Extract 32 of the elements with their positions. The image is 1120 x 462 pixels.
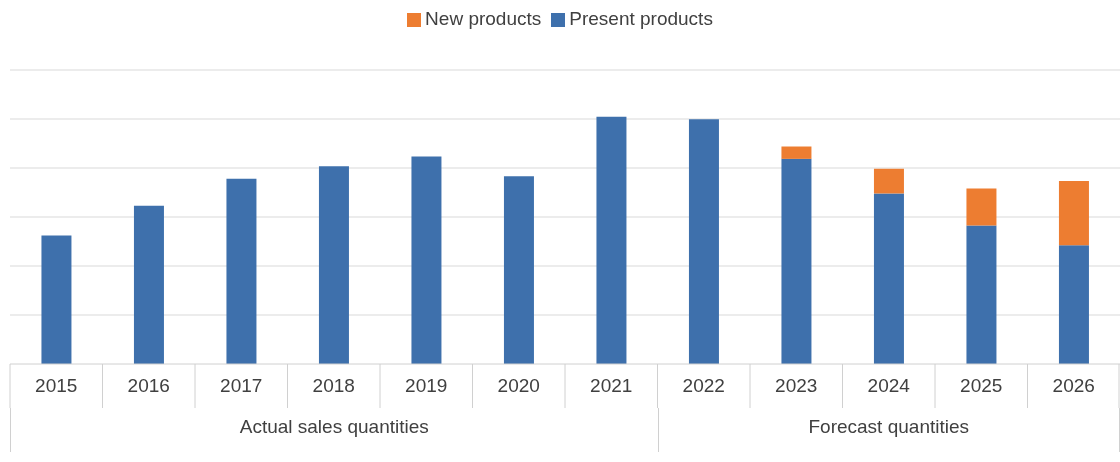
bar — [873, 168, 904, 194]
x-tick-label: 2019 — [405, 375, 448, 396]
bar — [966, 188, 997, 226]
x-tick-label: 2026 — [1052, 375, 1095, 396]
bar — [41, 235, 72, 364]
bar — [781, 158, 812, 364]
bar — [781, 146, 812, 159]
legend-label: New products — [425, 8, 542, 29]
legend-label: Present products — [569, 8, 713, 29]
x-tick-label: 2022 — [682, 375, 725, 396]
x-tick-label: 2023 — [775, 375, 818, 396]
x-tick-label: 2017 — [220, 375, 263, 396]
x-tick-label: 2020 — [497, 375, 540, 396]
x-tick-label: 2021 — [590, 375, 633, 396]
x-tick-label: 2018 — [312, 375, 355, 396]
bar — [596, 116, 627, 364]
bar — [318, 166, 349, 364]
x-tick-label: 2024 — [867, 375, 911, 396]
bar — [1058, 181, 1089, 246]
x-tick-label: 2015 — [35, 375, 78, 396]
bar — [226, 178, 257, 364]
bar — [1058, 245, 1089, 364]
text: Forecast quantities — [657, 408, 1120, 452]
x-tick-label: 2016 — [127, 375, 170, 396]
bar — [133, 205, 164, 364]
bar — [873, 193, 904, 364]
bar — [503, 176, 534, 364]
text: Actual sales quantities — [10, 408, 658, 452]
bar — [411, 156, 442, 364]
x-tick-label: 2025 — [960, 375, 1003, 396]
bar — [966, 225, 997, 364]
bar — [688, 119, 719, 364]
